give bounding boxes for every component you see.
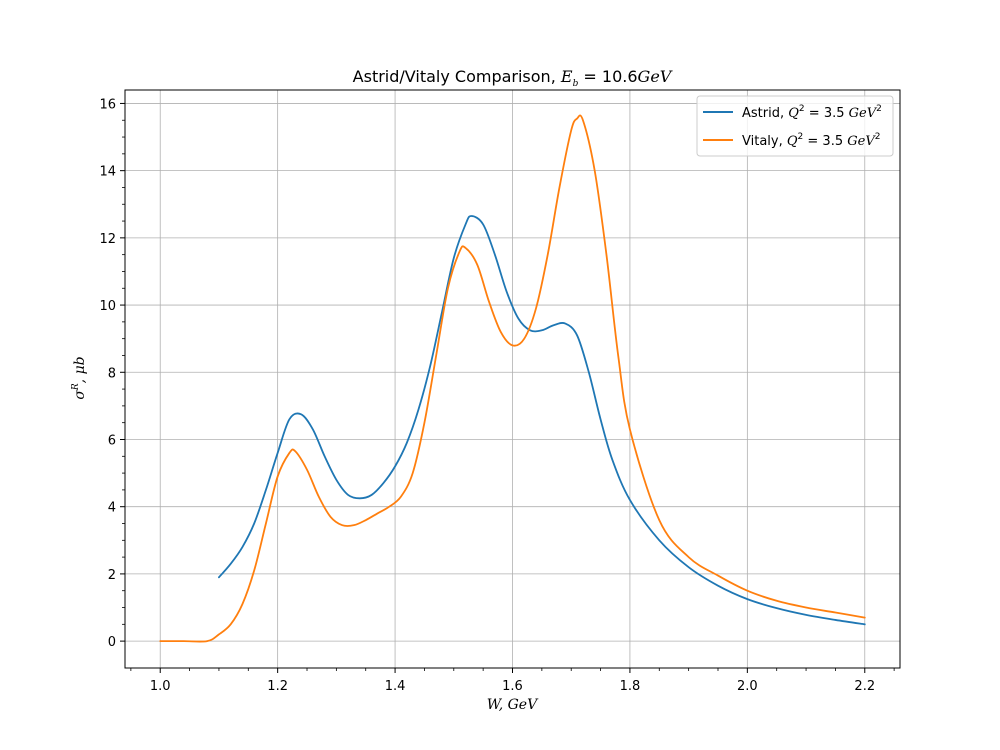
grid-lines [125,90,900,668]
series-line-vitaly [159,114,866,643]
series-layer [159,114,866,643]
x-tick-label: 1.8 [620,679,641,694]
chart-title: Astrid/Vitaly Comparison, Eb = 10.6GeV [353,67,673,89]
y-tick-label: 16 [99,97,116,112]
y-tick-label: 2 [108,568,116,583]
y-tick-label: 4 [108,501,116,516]
y-tick-label: 8 [108,366,116,381]
x-tick-label: 1.6 [502,679,523,694]
y-tick-label: 0 [108,635,116,650]
y-tick-label: 14 [99,165,116,180]
x-tick-label: 1.4 [385,679,406,694]
legend: Astrid, Q2 = 3.5 GeV2 Vitaly, Q2 = 3.5 G… [696,95,894,157]
legend-box [696,95,894,157]
y-tick-label: 6 [108,433,116,448]
x-axis-ticks: 1.0 1.2 1.4 1.6 1.8 2.0 2.2 [130,668,895,694]
x-tick-label: 2.2 [854,679,875,694]
x-tick-label: 1.0 [150,679,171,694]
series-line-astrid [218,215,866,626]
x-tick-label: 2.0 [737,679,758,694]
y-tick-label: 10 [99,299,116,314]
legend-label-vitaly: Vitaly, Q2 = 3.5 GeV2 [742,132,880,149]
x-axis-label: W, GeV [487,697,539,713]
x-tick-label: 1.2 [267,679,288,694]
y-axis-ticks: 0 2 4 6 8 10 12 14 16 [99,97,125,650]
legend-label-astrid: Astrid, Q2 = 3.5 GeV2 [742,104,882,121]
y-tick-label: 12 [99,232,116,247]
y-axis-label: σR, μb [71,356,88,399]
